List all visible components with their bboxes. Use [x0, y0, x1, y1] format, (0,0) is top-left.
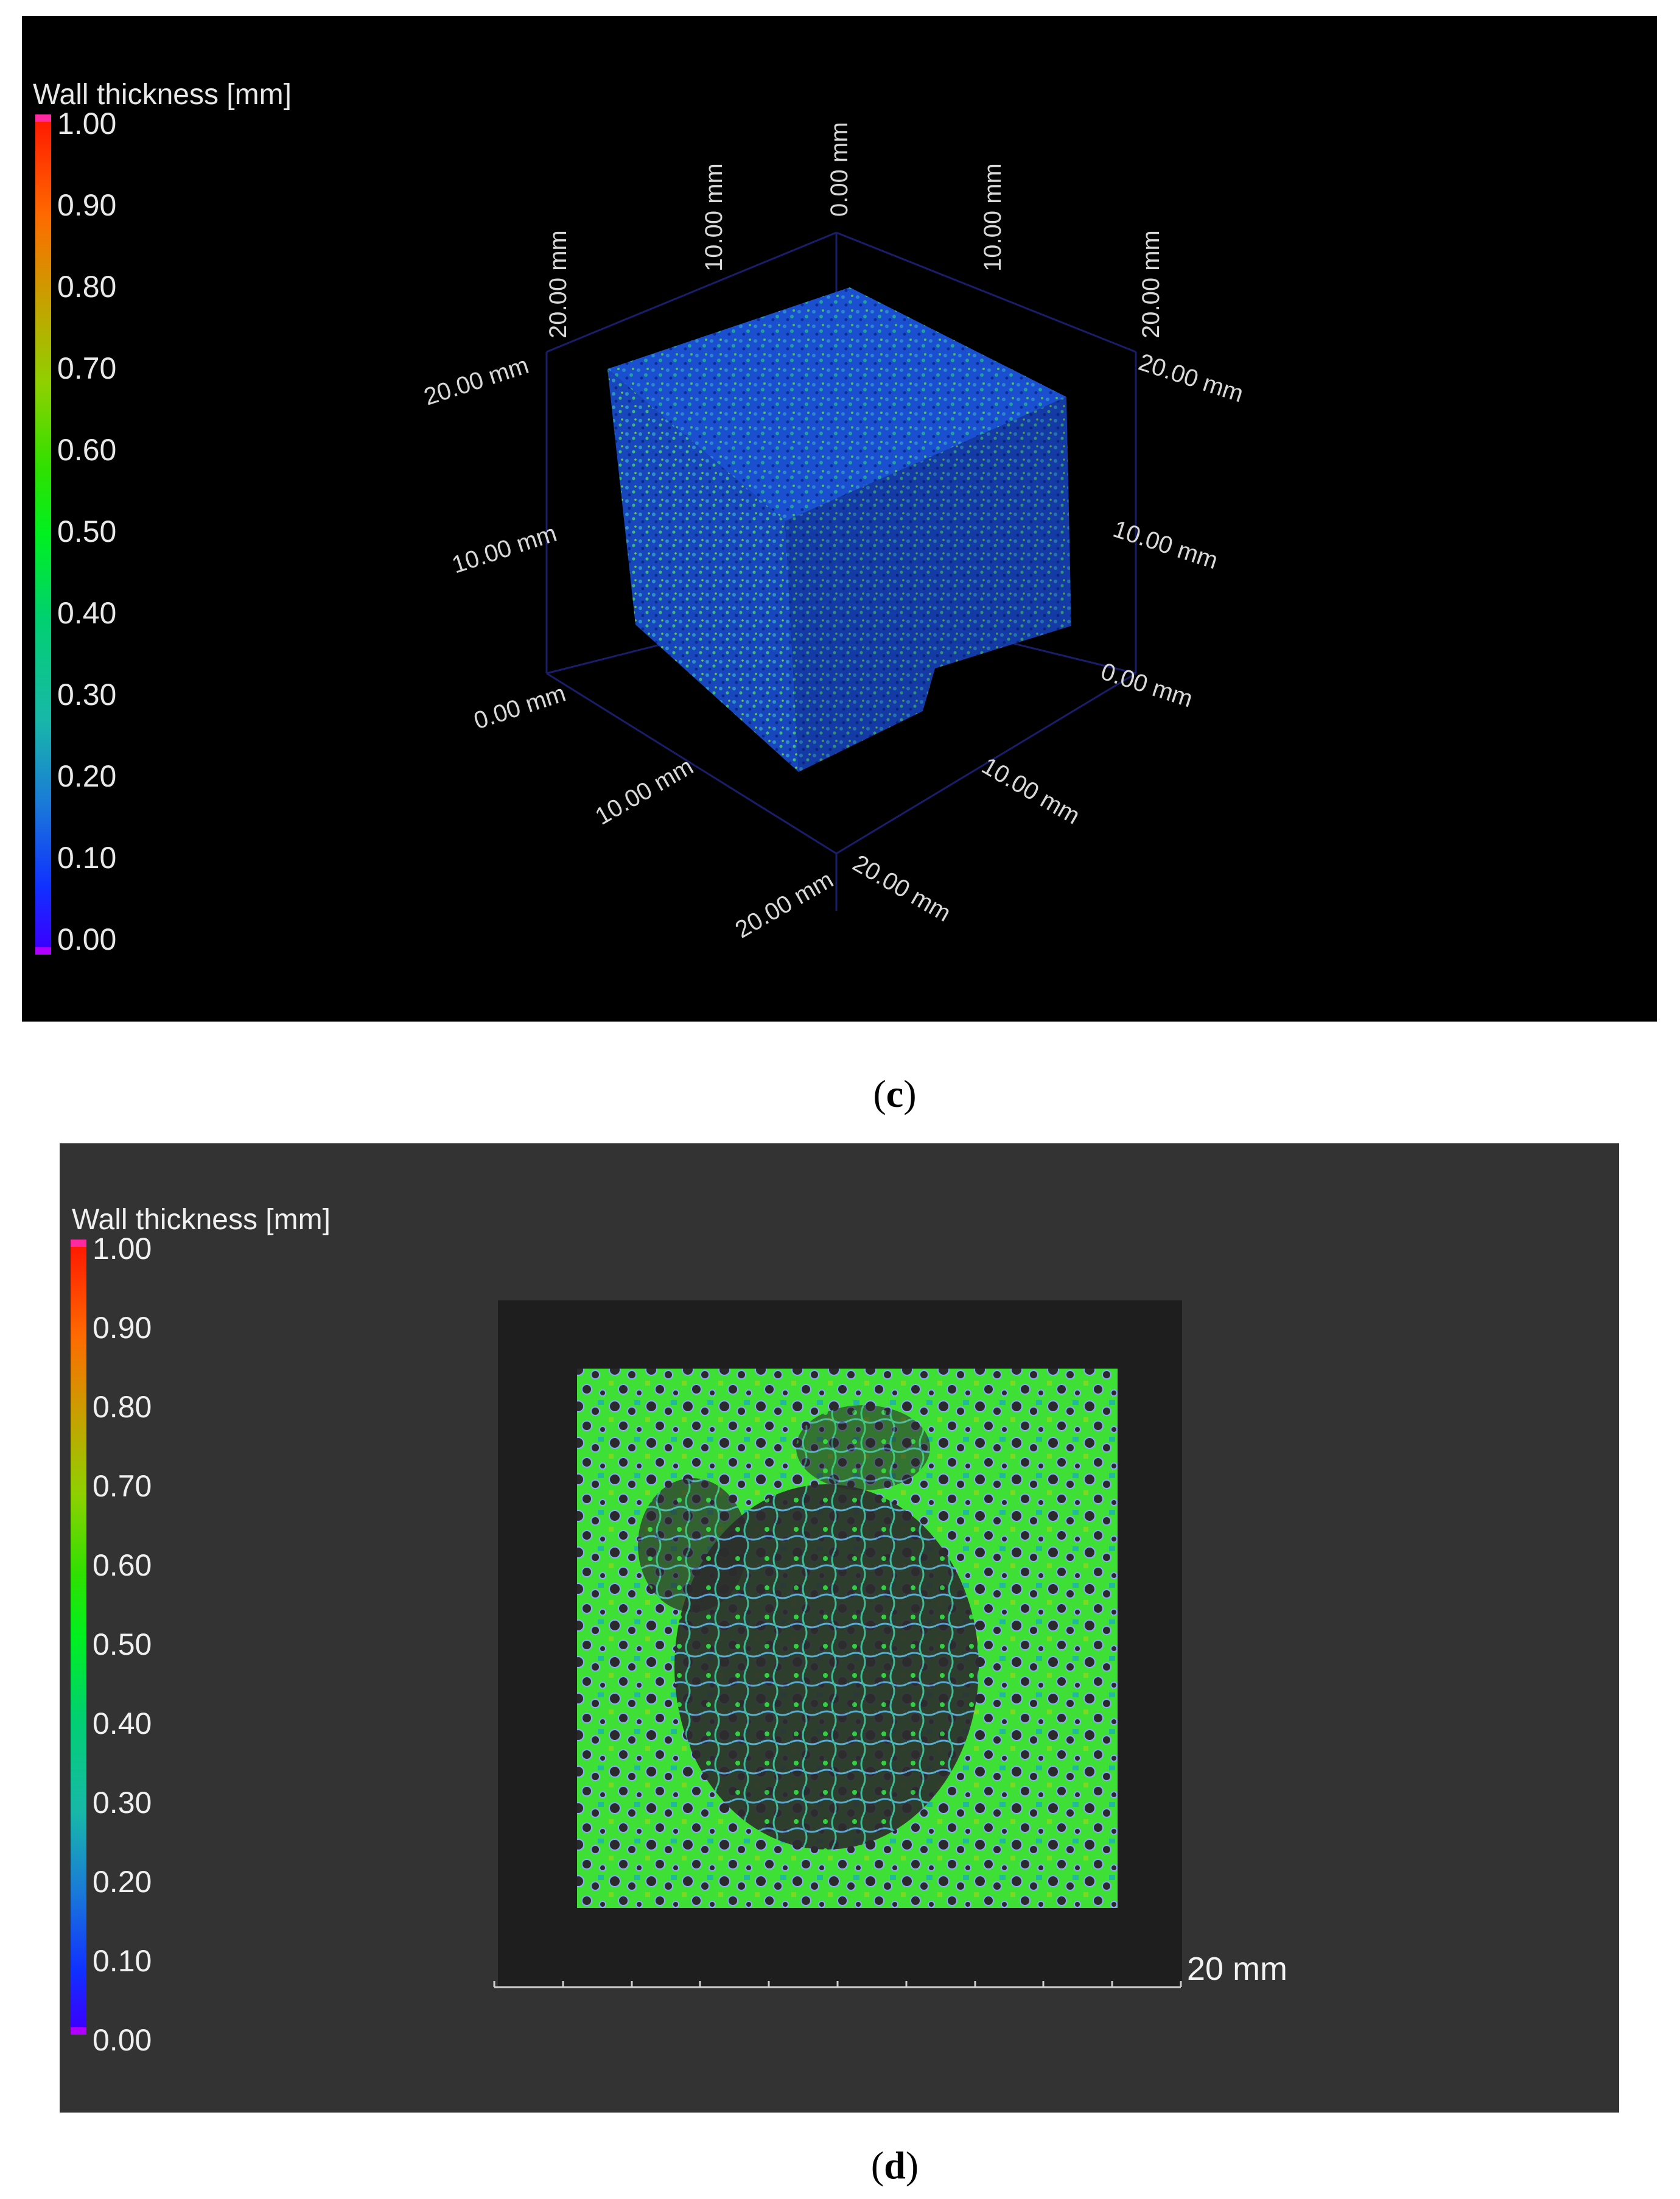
- colorbar-gradient: [35, 114, 51, 955]
- colorbar-tick: 0.90: [57, 188, 117, 222]
- colorbar-tick: 0.80: [57, 270, 117, 304]
- panel-d-slice-view: Wall thickness [mm] 1.00 0.90 0.80 0.70 …: [60, 1143, 1619, 2113]
- colorbar-tick: 0.70: [57, 351, 117, 385]
- colorbar-tick: 1.00: [93, 1232, 152, 1266]
- axis-label: 0.00 mm: [471, 680, 569, 735]
- scale-bar-label: 20 mm: [1187, 1951, 1287, 1987]
- cube-render: 0.00 mm 10.00 mm 10.00 mm 20.00 mm 20.00…: [421, 122, 1247, 944]
- colorbar-tick: 0.50: [57, 514, 117, 549]
- axis-label: 0.00 mm: [826, 122, 853, 217]
- colorbar-tick: 0.60: [93, 1548, 152, 1582]
- scale-bar: 20 mm: [493, 1951, 1287, 1988]
- colorbar-tick: 0.20: [57, 759, 117, 793]
- axis-label: 10.00 mm: [701, 163, 727, 272]
- axis-label: 20.00 mm: [849, 850, 956, 927]
- panel-c-3d-view: Wall thickness [mm] 1.00 0.90 0.80 0.70 …: [22, 16, 1657, 1022]
- axis-label: 10.00 mm: [449, 520, 560, 579]
- colorbar-tick: 0.70: [93, 1469, 152, 1503]
- colorbar-tick: 0.10: [57, 841, 117, 875]
- ct-slice: 20 mm: [493, 1300, 1287, 1988]
- axis-label: 20.00 mm: [1138, 230, 1164, 338]
- axis-label: 10.00 mm: [591, 753, 698, 830]
- colorbar-gradient: [71, 1240, 86, 2035]
- colorbar-title: Wall thickness [mm]: [72, 1204, 331, 1236]
- colorbar-tick: 0.80: [93, 1390, 152, 1424]
- axis-label: 20.00 mm: [1135, 349, 1247, 408]
- colorbar-tick: 0.30: [57, 678, 117, 712]
- colorbar-tick: 0.10: [93, 1944, 152, 1978]
- axis-label: 20.00 mm: [731, 866, 838, 944]
- colorbar-tick: 0.30: [93, 1786, 152, 1820]
- axis-label: 20.00 mm: [545, 230, 572, 338]
- axis-label: 10.00 mm: [1110, 516, 1221, 575]
- colorbar-tick: 0.50: [93, 1627, 152, 1661]
- colorbar-tick: 0.20: [93, 1865, 152, 1899]
- panel-label: d: [884, 2144, 906, 2187]
- colorbar-tick: 0.90: [93, 1311, 152, 1345]
- colorbar-tick: 0.00: [57, 922, 117, 956]
- axis-label: 10.00 mm: [978, 752, 1085, 830]
- colorbar-tick: 0.40: [57, 596, 117, 630]
- panel-label: c: [886, 1072, 904, 1115]
- foam-cube: [607, 287, 1071, 772]
- colorbar-tick: 0.40: [93, 1706, 152, 1741]
- axis-label: 10.00 mm: [979, 163, 1006, 272]
- colorbar-tick: 0.00: [93, 2023, 152, 2057]
- colorbar-tick: 0.60: [57, 433, 117, 467]
- axis-label: 20.00 mm: [421, 352, 532, 411]
- colorbar-tick: 1.00: [57, 107, 117, 141]
- axis-label: 0.00 mm: [1097, 658, 1196, 713]
- colorbar-title: Wall thickness [mm]: [33, 79, 292, 111]
- panel-caption-c: (c): [873, 1072, 917, 1115]
- panel-caption-d: (d): [870, 2144, 919, 2187]
